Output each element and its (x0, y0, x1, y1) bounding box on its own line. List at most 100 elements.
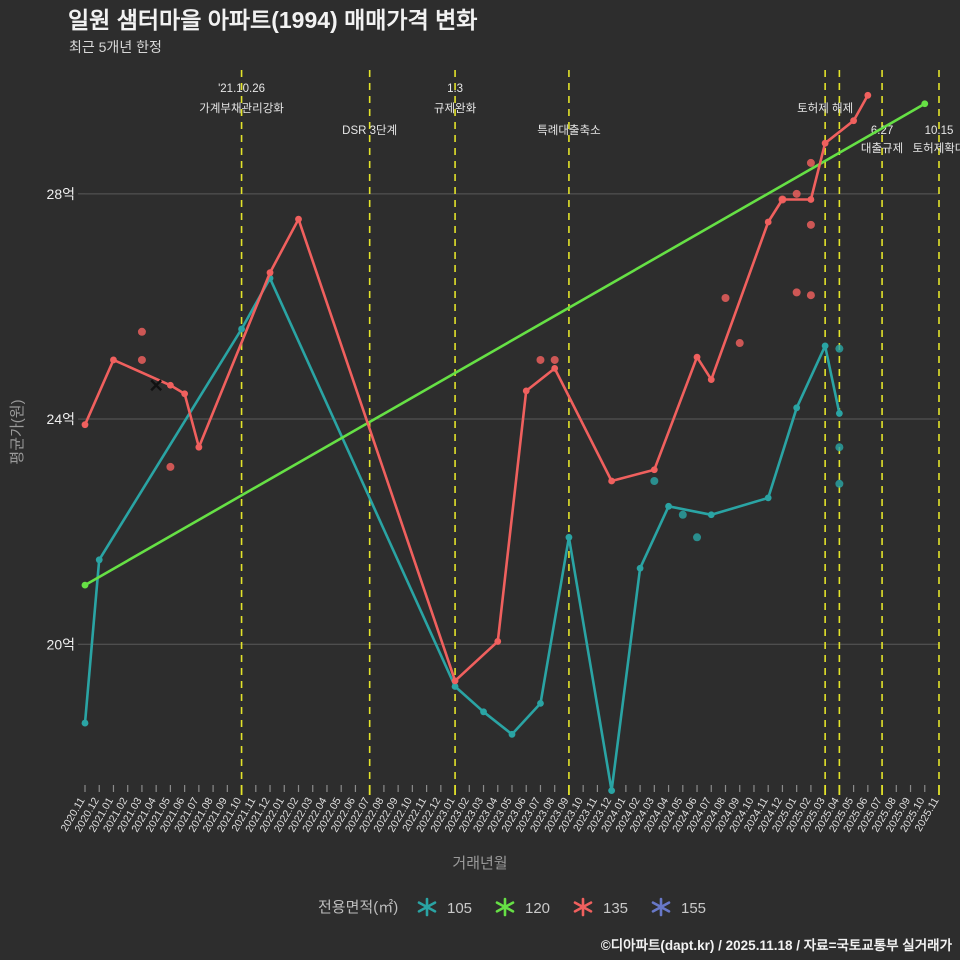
scatter-point (735, 339, 744, 348)
series-120 (81, 100, 929, 589)
legend-marker-icon (573, 897, 593, 917)
event-text-label: 규제완화 (434, 102, 477, 115)
scatter-point (778, 195, 787, 204)
scatter-point (650, 476, 659, 485)
data-point (451, 677, 459, 685)
scatter-point (678, 510, 687, 519)
data-point (850, 117, 857, 125)
data-point (636, 564, 644, 572)
data-point (707, 376, 715, 384)
scatter-point (806, 291, 815, 300)
data-point (81, 719, 89, 727)
data-point (821, 139, 829, 147)
scatter-point (137, 327, 146, 336)
event-text-label: 특례대출축소 (537, 124, 600, 137)
event-date-label: 1.3 (447, 83, 463, 95)
data-point (81, 581, 89, 589)
data-point (181, 390, 189, 398)
event-text-label: 대출규제 (861, 142, 903, 155)
event-date-label: 10.15 (925, 125, 954, 137)
legend-title: 전용면적(㎡) (318, 899, 398, 916)
scatter-point (536, 355, 545, 364)
data-point (537, 699, 544, 707)
data-point (494, 638, 502, 645)
x-axis-ticks: 2020.112020.122021.012021.022021.032021.… (59, 785, 942, 834)
scatter-point (806, 220, 815, 229)
legend-marker-icon (417, 897, 437, 917)
data-point (81, 421, 89, 429)
event-date-label: 6.27 (871, 125, 893, 137)
event-text-label: DSR 3단계 (342, 124, 397, 137)
scatter-point (137, 355, 146, 364)
event-date-label: '21.10.26 (218, 83, 265, 95)
legend-label: 155 (681, 900, 706, 917)
data-point (821, 342, 829, 350)
data-point (551, 364, 559, 372)
scatter-point (693, 533, 702, 542)
scatter-point (166, 462, 175, 471)
legend: 전용면적(㎡) 105 120 135 155 (318, 897, 706, 917)
data-point (764, 218, 772, 226)
data-point (565, 533, 573, 541)
data-point-marker (150, 379, 163, 392)
scatter-point (721, 294, 730, 303)
data-point (480, 708, 487, 716)
y-tick-label: 24억 (47, 411, 75, 427)
event-text-label: 토허제 해제 (797, 102, 853, 115)
y-axis-ticks: 20억 24억 28억 (47, 186, 85, 652)
data-point (522, 387, 530, 395)
legend-item-105[interactable]: 105 (417, 897, 472, 917)
y-tick-label: 20억 (47, 636, 75, 652)
series-155 (150, 379, 163, 392)
series-layer (81, 91, 929, 795)
data-point (95, 556, 103, 564)
scatter-point (806, 158, 815, 167)
event-text-label: 가계부채관리강화 (199, 102, 284, 115)
data-point (608, 477, 616, 485)
data-point (793, 404, 801, 412)
data-point (608, 787, 616, 795)
data-point (238, 325, 245, 333)
data-point (295, 215, 302, 223)
data-point (508, 730, 516, 738)
data-point (110, 356, 117, 364)
scatter-point (835, 344, 844, 353)
y-axis-label: 평균가(원) (9, 399, 26, 464)
data-point (707, 511, 715, 519)
data-point (167, 381, 174, 389)
footer-credit: ©디아파트(dapt.kr) / 2025.11.18 / 자료=국토교통부 실… (601, 937, 953, 953)
legend-item-155[interactable]: 155 (651, 897, 706, 917)
data-point (650, 466, 658, 474)
legend-item-120[interactable]: 120 (495, 897, 550, 917)
event-text-label: 토허제확대 (913, 142, 960, 155)
data-point (864, 91, 872, 99)
series-135 (81, 91, 872, 685)
data-point (807, 196, 815, 203)
data-point (921, 100, 929, 108)
data-point (451, 683, 459, 690)
legend-marker-icon (651, 897, 671, 917)
legend-marker-icon (495, 897, 515, 917)
y-tick-label: 28억 (47, 186, 75, 202)
x-axis-label: 거래년월 (452, 855, 507, 872)
series-line (83, 102, 927, 587)
data-point (764, 494, 772, 502)
scatter-point (550, 355, 559, 364)
event-vertical-lines (240, 70, 940, 785)
data-point (195, 443, 203, 451)
legend-label: 105 (447, 900, 472, 917)
page-title: 일원 샘터마을 아파트(1994) 매매가격 변화 (68, 7, 477, 33)
scatter-point (792, 288, 801, 297)
legend-label: 120 (525, 900, 550, 917)
data-point (693, 353, 701, 361)
data-point (835, 410, 843, 417)
scatter-point (835, 479, 844, 488)
scatter-point (792, 189, 801, 198)
data-point (266, 269, 274, 277)
legend-label: 135 (603, 900, 628, 917)
scatter-point (835, 443, 844, 452)
legend-item-135[interactable]: 135 (573, 897, 628, 917)
